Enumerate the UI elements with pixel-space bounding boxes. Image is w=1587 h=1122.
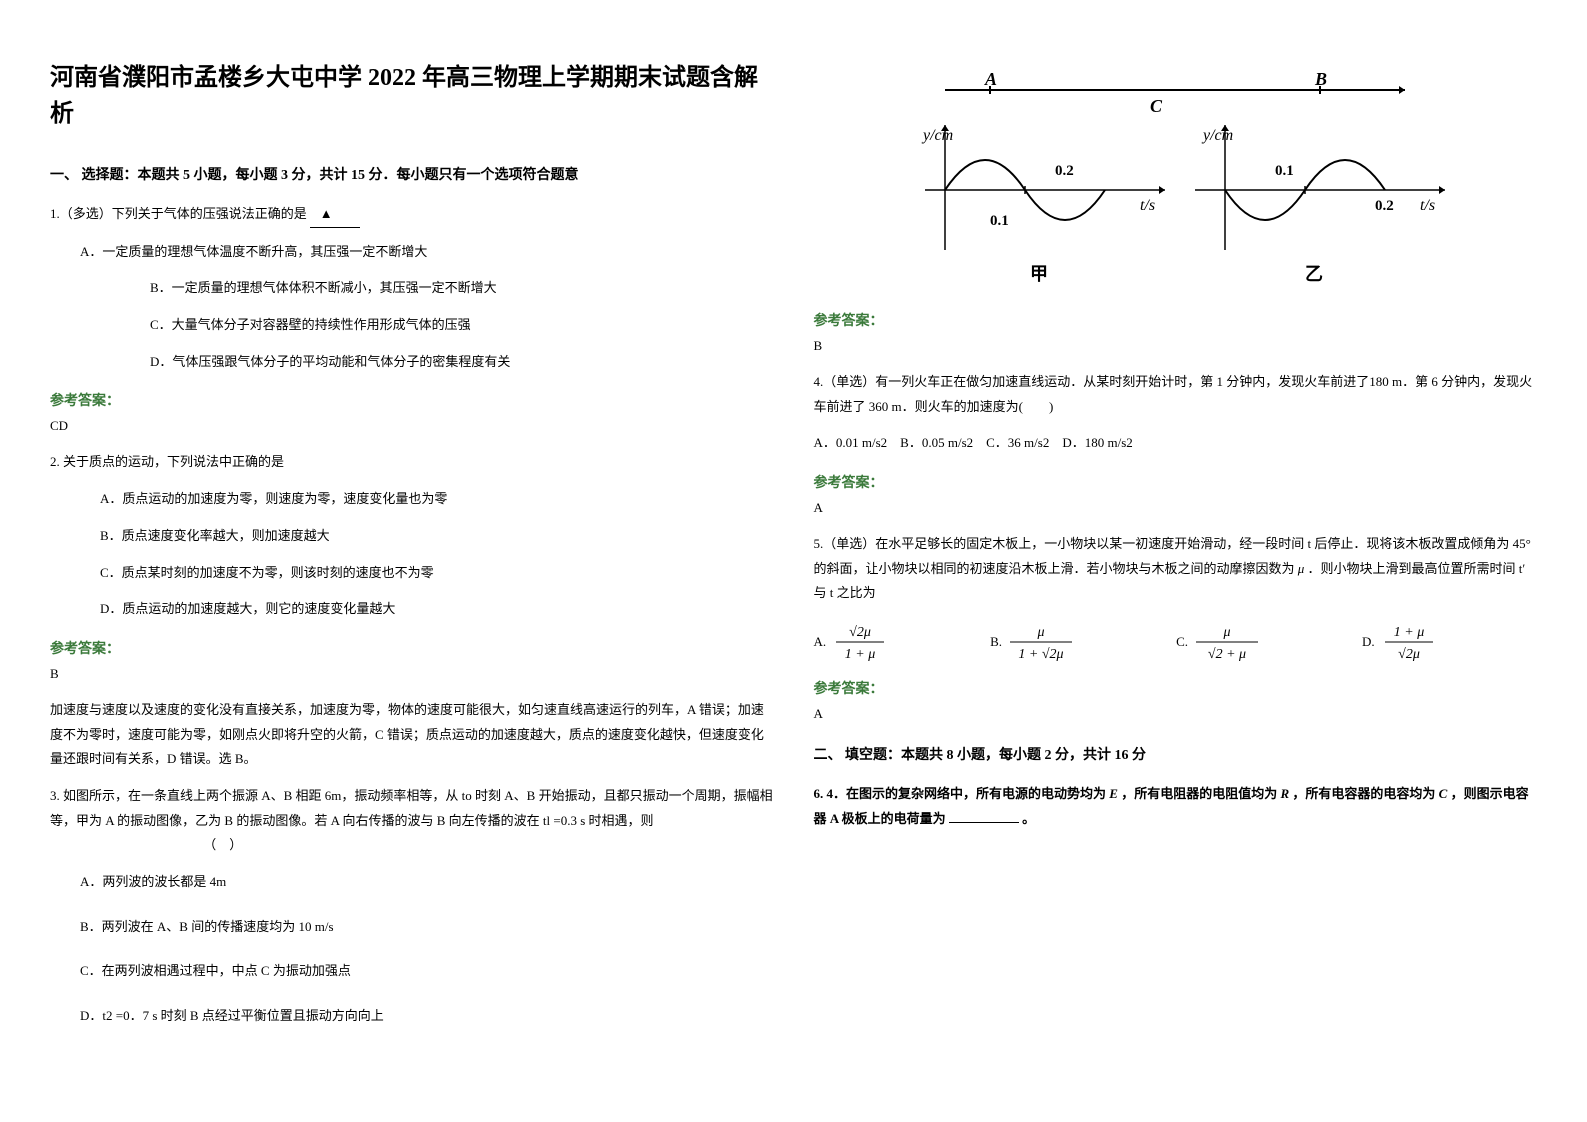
q2-stem: 2. 关于质点的运动，下列说法中正确的是 (50, 450, 774, 475)
q2-opt-B: B．质点速度变化率越大，则加速度越大 (50, 524, 774, 549)
page-title: 河南省濮阳市孟楼乡大屯中学 2022 年高三物理上学期期末试题含解析 (50, 60, 774, 132)
q1-opt-A: A．一定质量的理想气体温度不断升高，其压强一定不断增大 (50, 240, 774, 265)
q6-period: 。 (1022, 811, 1035, 826)
diag-ylabel-right: y/cm (1201, 127, 1233, 144)
q1-opt-B: B．一定质量的理想气体体积不断减小，其压强一定不断增大 (50, 276, 774, 301)
q6-b: ，所有电阻器的电阻值均为 (1121, 786, 1280, 801)
q3-diagram: A B C y/cm t/s 0.2 0.1 甲 y/cm t/s 0.1 (875, 70, 1475, 290)
q4-opts: A．0.01 m/s2 B．0.05 m/s2 C．36 m/s2 D．180 … (814, 431, 1538, 456)
right-column: A B C y/cm t/s 0.2 0.1 甲 y/cm t/s 0.1 (814, 60, 1538, 1062)
frac-C-den: √2 + μ (1208, 647, 1246, 662)
diag-sub-label-right: 乙 (1305, 264, 1323, 284)
q1-answer-label: 参考答案： (50, 390, 774, 410)
q2-answer: B (50, 666, 774, 682)
frac-D-icon: 1 + μ √2μ (1379, 620, 1439, 664)
diag-xlabel-right: t/s (1420, 197, 1435, 214)
q6-a: 6. 4．在图示的复杂网络中，所有电源的电动势均为 (814, 786, 1110, 801)
q1-answer: CD (50, 418, 774, 434)
frac-B-icon: μ 1 + √2μ (1006, 620, 1076, 664)
q6-R: R (1280, 786, 1289, 801)
q2-explanation: 加速度与速度以及速度的变化没有直接关系，加速度为零，物体的速度可能很大，如匀速直… (50, 698, 774, 772)
diag-tick-1: 0.1 (990, 213, 1009, 229)
diag-sub-left: y/cm t/s 0.2 0.1 甲 (921, 125, 1165, 284)
frac-D-num: 1 + μ (1393, 625, 1423, 640)
diag-tick-0: 0.2 (1055, 163, 1074, 179)
q3-answer: B (814, 338, 1538, 354)
q1-stem: 1.（多选）下列关于气体的压强说法正确的是 ▲ (50, 202, 774, 228)
q5-opt-A: A. √2μ 1 + μ (814, 620, 891, 664)
section-2-head: 二、 填空题：本题共 8 小题，每小题 2 分，共计 16 分 (814, 744, 1538, 764)
q5-opt-D: D. 1 + μ √2μ (1362, 620, 1439, 664)
q5-mu: μ (1298, 561, 1305, 576)
triangle-marker: ▲ (320, 206, 333, 221)
diag-sub-label-left: 甲 (1030, 264, 1048, 284)
frac-A-icon: √2μ 1 + μ (830, 620, 890, 664)
q4-answer-label: 参考答案： (814, 472, 1538, 492)
diag-ylabel-left: y/cm (921, 127, 953, 144)
q3-answer-label: 参考答案： (814, 310, 1538, 330)
frac-A-num: √2μ (849, 625, 871, 640)
q6-stem: 6. 4．在图示的复杂网络中，所有电源的电动势均为 E ，所有电阻器的电阻值均为… (814, 782, 1538, 831)
q5-stem: 5.（单选）在水平足够长的固定木板上，一小物块以某一初速度开始滑动，经一段时间 … (814, 532, 1538, 606)
opt-label-B: B. (990, 634, 1002, 650)
q6-C: C (1439, 786, 1448, 801)
diag-sub-right: y/cm t/s 0.1 0.2 乙 (1195, 125, 1445, 284)
q2-opt-C: C．质点某时刻的加速度不为零，则该时刻的速度也不为零 (50, 561, 774, 586)
q6-c: ，所有电容器的电容均为 (1292, 786, 1438, 801)
frac-D-den: √2μ (1398, 647, 1420, 662)
q1-stem-text: 1.（多选）下列关于气体的压强说法正确的是 (50, 206, 307, 221)
q1-blank: ▲ (310, 202, 360, 228)
q6-E: E (1109, 786, 1118, 801)
frac-B-num: μ (1037, 625, 1045, 640)
q2-opt-A: A．质点运动的加速度为零，则速度为零，速度变化量也为零 (50, 487, 774, 512)
section-1-head: 一、 选择题：本题共 5 小题，每小题 3 分，共计 15 分．每小题只有一个选… (50, 164, 774, 184)
q1-opt-C: C．大量气体分子对容器壁的持续性作用形成气体的压强 (50, 313, 774, 338)
q3-opt-C: C．在两列波相遇过程中，中点 C 为振动加强点 (50, 959, 774, 984)
q4-stem: 4.（单选）有一列火车正在做匀加速直线运动．从某时刻开始计时，第 1 分钟内，发… (814, 370, 1538, 419)
frac-B-den: 1 + √2μ (1018, 647, 1063, 662)
diag-label-C: C (1150, 96, 1163, 116)
left-column: 河南省濮阳市孟楼乡大屯中学 2022 年高三物理上学期期末试题含解析 一、 选择… (50, 60, 774, 1062)
diag-xlabel-left: t/s (1140, 197, 1155, 214)
q5-opt-C: C. μ √2 + μ (1176, 620, 1262, 664)
q5-answer-label: 参考答案： (814, 678, 1538, 698)
q3-opt-D: D．t2 =0．7 s 时刻 B 点经过平衡位置且振动方向向上 (50, 1004, 774, 1029)
q6-blank (949, 822, 1019, 823)
q5-opt-B: B. μ 1 + √2μ (990, 620, 1076, 664)
q3-stem-text: 3. 如图所示，在一条直线上两个振源 A、B 相距 6m，振动频率相等，从 to… (50, 788, 773, 828)
q5-option-row: A. √2μ 1 + μ B. μ 1 + √2μ C. μ √2 + μ (814, 620, 1538, 664)
q3-paren: （ ） (203, 837, 242, 852)
diag-tick-2: 0.1 (1275, 163, 1294, 179)
frac-C-icon: μ √2 + μ (1192, 620, 1262, 664)
diag-tick-3: 0.2 (1375, 198, 1394, 214)
frac-C-num: μ (1222, 625, 1230, 640)
opt-label-D: D. (1362, 634, 1375, 650)
q3-stem: 3. 如图所示，在一条直线上两个振源 A、B 相距 6m，振动频率相等，从 to… (50, 784, 774, 858)
q2-opt-D: D．质点运动的加速度越大，则它的速度变化量越大 (50, 597, 774, 622)
q3-opt-B: B．两列波在 A、B 间的传播速度均为 10 m/s (50, 915, 774, 940)
opt-label-A: A. (814, 634, 827, 650)
q5-answer: A (814, 706, 1538, 722)
q4-answer: A (814, 500, 1538, 516)
q1-opt-D: D．气体压强跟气体分子的平均动能和气体分子的密集程度有关 (50, 350, 774, 375)
opt-label-C: C. (1176, 634, 1188, 650)
frac-A-den: 1 + μ (845, 647, 875, 662)
q2-answer-label: 参考答案： (50, 638, 774, 658)
q3-opt-A: A．两列波的波长都是 4m (50, 870, 774, 895)
